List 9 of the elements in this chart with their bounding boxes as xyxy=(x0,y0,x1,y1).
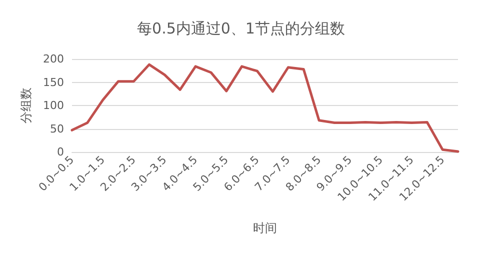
y-tick-label: 150 xyxy=(43,76,64,89)
y-tick-label: 0 xyxy=(57,146,64,158)
y-tick-label: 200 xyxy=(43,52,64,66)
y-axis-title: 分组数 xyxy=(19,88,34,124)
chart-title: 每0.5内通过0、1节点的分组数 xyxy=(137,20,345,38)
y-tick-label: 50 xyxy=(50,122,64,136)
y-tick-label: 100 xyxy=(43,99,64,112)
x-axis-title: 时间 xyxy=(253,221,277,235)
line-series xyxy=(70,63,460,153)
